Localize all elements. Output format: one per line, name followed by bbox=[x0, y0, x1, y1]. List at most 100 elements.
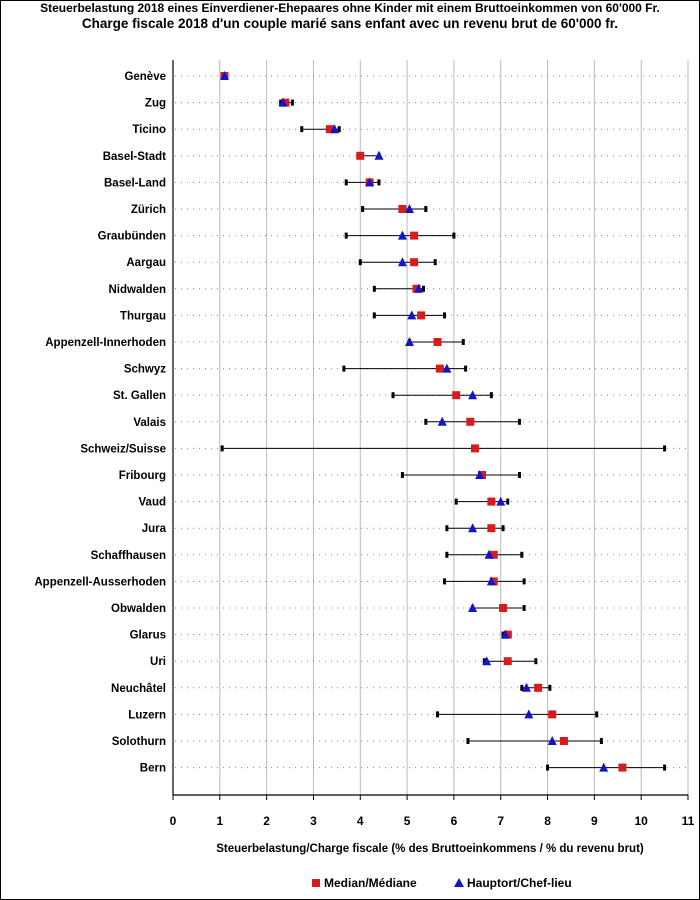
range-max-cap bbox=[461, 339, 465, 345]
range-max-cap bbox=[464, 365, 468, 372]
range-min-cap bbox=[344, 232, 348, 239]
capital-point bbox=[365, 177, 375, 187]
capital-point bbox=[278, 97, 288, 107]
legend-median: Median/Médiane bbox=[312, 876, 417, 890]
median-point bbox=[503, 657, 512, 666]
capital-point bbox=[599, 762, 609, 772]
range-max-cap bbox=[421, 285, 425, 292]
capital-point bbox=[437, 416, 447, 426]
range-min-cap bbox=[520, 684, 524, 691]
range-max-cap bbox=[517, 418, 521, 425]
category-label: Schweiz/Suisse bbox=[80, 443, 166, 455]
range-min-cap bbox=[344, 179, 348, 186]
category-label: Basel-Land bbox=[104, 177, 166, 189]
chart-title-german: Steuerbelastung 2018 eines Einverdiener-… bbox=[40, 1, 660, 15]
x-tick-label: 6 bbox=[451, 814, 458, 828]
range-min-cap bbox=[445, 525, 449, 532]
capital-point bbox=[547, 736, 557, 745]
capital-point bbox=[468, 603, 478, 612]
median-point bbox=[534, 683, 543, 692]
category-label: Graubünden bbox=[98, 231, 166, 243]
range-min-cap bbox=[436, 711, 440, 718]
median-point bbox=[559, 737, 568, 745]
median-point bbox=[487, 524, 496, 533]
x-axis-label: Steuerbelastung/Charge fiscale (% des Br… bbox=[216, 843, 644, 855]
category-label: Zürich bbox=[131, 204, 166, 216]
range-max-cap bbox=[534, 658, 538, 665]
category-label: Schwyz bbox=[124, 364, 166, 376]
median-point bbox=[548, 710, 557, 719]
range-max-cap bbox=[377, 179, 381, 186]
category-label: Vaud bbox=[139, 497, 166, 509]
range-max-cap bbox=[548, 684, 552, 691]
range-min-cap bbox=[300, 126, 304, 133]
range-min-cap bbox=[400, 472, 404, 478]
legend-capital: Hauptort/Chef-lieu bbox=[454, 876, 572, 890]
category-label: Schaffhausen bbox=[91, 550, 166, 562]
capital-point bbox=[330, 124, 340, 134]
median-point bbox=[398, 205, 407, 213]
category-label: Glarus bbox=[130, 630, 166, 642]
range-min-cap bbox=[546, 764, 550, 771]
capital-point bbox=[475, 470, 485, 479]
median-point bbox=[618, 763, 627, 772]
capital-point bbox=[404, 204, 414, 213]
chart-title-french: Charge fiscale 2018 d'un couple marié sa… bbox=[81, 16, 619, 31]
range-max-cap bbox=[424, 206, 428, 212]
category-label: Luzern bbox=[128, 709, 166, 721]
range-max-cap bbox=[489, 392, 493, 399]
range-min-cap bbox=[372, 312, 376, 319]
median-point bbox=[433, 338, 442, 346]
category-label: Appenzell-Innerhoden bbox=[45, 337, 166, 349]
category-label: Zug bbox=[145, 98, 166, 110]
capital-point bbox=[496, 496, 506, 506]
x-tick-label: 3 bbox=[310, 814, 317, 828]
category-label: Fribourg bbox=[119, 470, 166, 482]
range-max-cap bbox=[290, 99, 294, 106]
range-max-cap bbox=[443, 312, 447, 319]
range-min-cap bbox=[372, 285, 376, 292]
capital-point bbox=[484, 549, 494, 559]
median-point bbox=[466, 417, 475, 426]
range-max-cap bbox=[595, 711, 599, 718]
range-min-cap bbox=[391, 392, 395, 399]
median-point bbox=[452, 391, 461, 400]
range-max-cap bbox=[501, 525, 505, 532]
legend: Median/Médiane Hauptort/Chef-lieu bbox=[0, 876, 700, 892]
x-tick-label: 7 bbox=[497, 814, 504, 828]
median-point bbox=[410, 231, 419, 240]
x-tick-label: 5 bbox=[404, 814, 411, 828]
range-max-cap bbox=[517, 472, 521, 478]
range-max-cap bbox=[520, 551, 524, 558]
category-label: Solothurn bbox=[112, 736, 166, 748]
median-point bbox=[325, 125, 334, 134]
capital-point bbox=[486, 576, 496, 586]
capital-point bbox=[374, 150, 384, 160]
category-label: Basel-Stadt bbox=[103, 151, 166, 163]
range-max-cap bbox=[433, 259, 437, 266]
x-tick-label: 11 bbox=[682, 814, 695, 828]
range-max-cap bbox=[506, 498, 510, 505]
capital-point bbox=[414, 283, 424, 293]
capital-point bbox=[404, 337, 414, 346]
range-min-cap bbox=[342, 365, 346, 372]
median-point bbox=[487, 497, 496, 506]
range-min-cap bbox=[220, 445, 224, 452]
chart-svg: Genève Zug Ticino Basel-Stadt Basel-Land Züri… bbox=[34, 60, 695, 828]
x-tick-label: 2 bbox=[263, 814, 270, 828]
x-tick-label: 9 bbox=[591, 814, 598, 828]
category-label: Valais bbox=[133, 417, 166, 429]
category-label: Aargau bbox=[126, 257, 166, 269]
range-min-cap bbox=[361, 206, 365, 212]
capital-point bbox=[524, 709, 534, 719]
category-label: Appenzell-Ausserhoden bbox=[34, 576, 166, 588]
category-label: Uri bbox=[150, 656, 166, 668]
legend-median-label: Median/Médiane bbox=[324, 876, 417, 890]
range-max-cap bbox=[337, 126, 341, 133]
category-label: Ticino bbox=[132, 124, 166, 136]
capital-point bbox=[397, 230, 407, 240]
capital-point bbox=[442, 363, 452, 373]
x-tick-label: 0 bbox=[170, 814, 177, 828]
range-min-cap bbox=[454, 498, 458, 505]
x-tick-label: 4 bbox=[357, 814, 364, 828]
